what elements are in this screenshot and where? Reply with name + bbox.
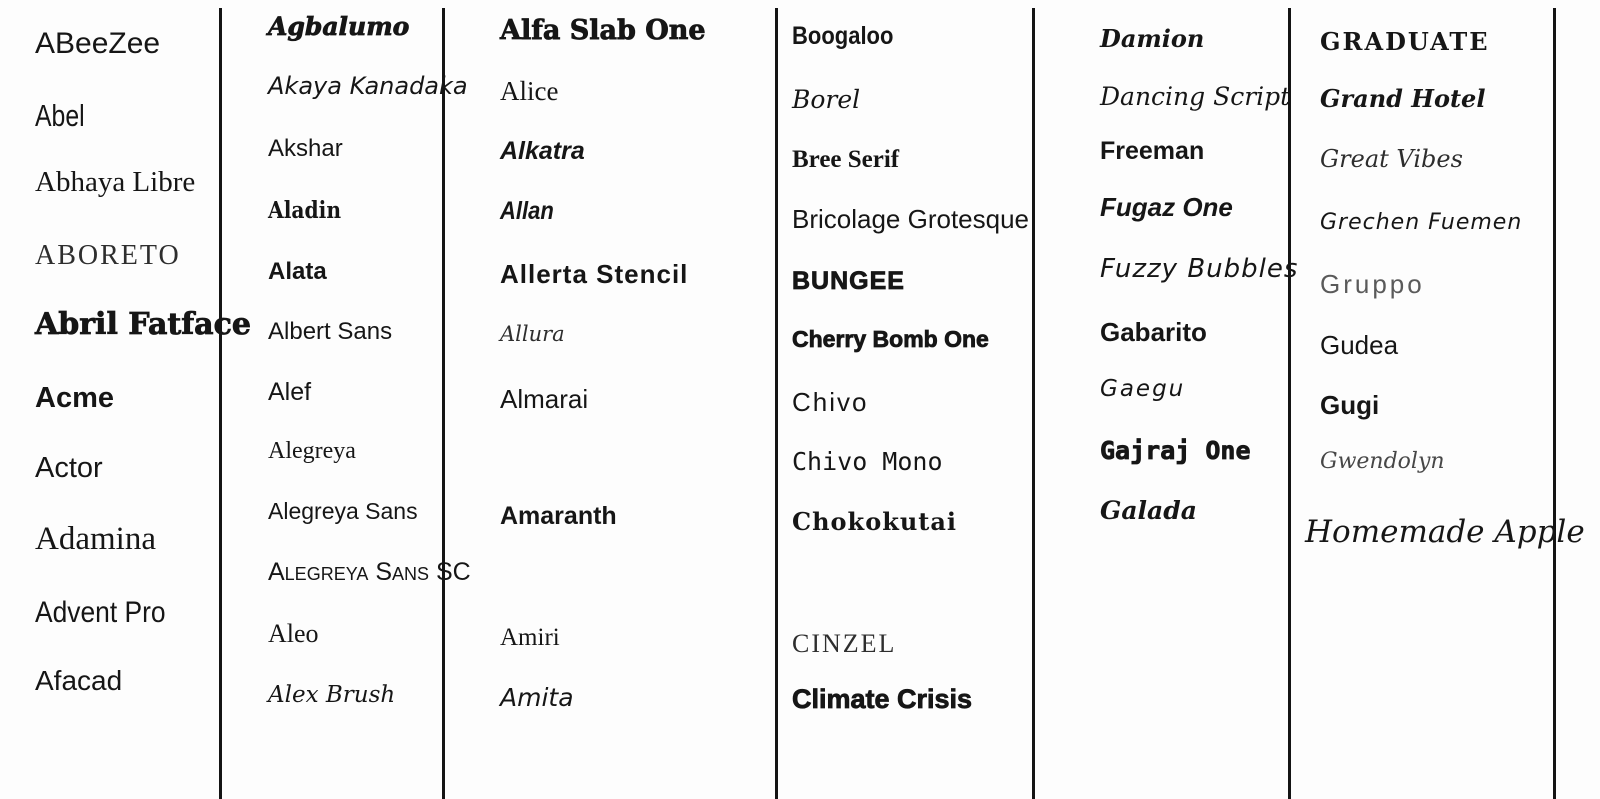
font-sample-alkatra: Alkatra (500, 137, 585, 165)
font-sample-amiri: Amiri (500, 624, 560, 651)
font-sample-fugaz-one: Fugaz One (1100, 192, 1233, 222)
font-sample-chokokutai: Chokokutai (792, 507, 958, 536)
font-sample-gajraj-one: Gajraj One (1100, 436, 1251, 465)
column-divider-2 (442, 8, 445, 799)
font-sample-graduate: GRADUATE (1320, 27, 1490, 56)
font-sample-gudea: Gudea (1320, 330, 1399, 360)
font-sample-gabarito: Gabarito (1100, 317, 1207, 347)
font-sample-aleo: Aleo (268, 619, 319, 648)
font-sample-bree-serif: Bree Serif (792, 146, 900, 173)
column-divider-1 (219, 8, 222, 799)
font-sample-alef: Alef (268, 378, 312, 406)
font-sample-aladin: Aladin (268, 197, 342, 224)
font-sample-alata: Alata (268, 258, 327, 285)
font-sample-albert-sans: Albert Sans (268, 318, 393, 345)
font-sample-alegreya-sans-sc: Alegreya Sans SC (268, 558, 471, 586)
font-sample-chivo: Chivo (792, 387, 869, 417)
font-sample-afacad: Afacad (35, 665, 123, 696)
font-sample-amita: Amita (500, 683, 574, 712)
font-sample-almarai: Almarai (500, 384, 589, 414)
font-sample-grand-hotel: Grand Hotel (1320, 84, 1486, 113)
font-sample-alex-brush: Alex Brush (268, 682, 396, 708)
font-sample-gwendolyn: Gwendolyn (1320, 449, 1445, 474)
font-sample-homemade-apple: Homemade Apple (1305, 514, 1585, 550)
font-sample-agbalumo: Agbalumo (268, 12, 410, 41)
font-sample-gugi: Gugi (1320, 390, 1380, 420)
font-sample-actor: Actor (35, 452, 103, 484)
font-sample-damion: Damion (1100, 24, 1205, 53)
font-sample-grechen-fuemen: Grechen Fuemen (1320, 210, 1523, 235)
font-sample-advent-pro: Advent Pro (35, 596, 166, 629)
font-sample-chivo-mono: Chivo Mono (792, 447, 943, 476)
font-sample-allura: Allura (500, 322, 565, 346)
font-sample-dancing-script: Dancing Script (1100, 82, 1291, 111)
font-sample-boogaloo: Boogaloo (792, 22, 894, 50)
font-sample-abeezee: ABeeZee (35, 27, 161, 60)
font-sample-akshar: Akshar (268, 135, 343, 162)
font-sample-borel: Borel (792, 85, 861, 114)
font-sample-gruppo: Gruppo (1320, 269, 1425, 299)
column-divider-5 (1288, 8, 1291, 799)
font-sample-alice: Alice (500, 76, 559, 106)
column-divider-3 (775, 8, 778, 799)
font-sample-acme: Acme (35, 382, 114, 414)
font-sample-allerta-stencil: Allerta Stencil (500, 259, 689, 289)
font-sample-abril-fatface: Abril Fatface (35, 307, 252, 342)
column-divider-4 (1032, 8, 1035, 799)
font-sample-fuzzy-bubbles: Fuzzy Bubbles (1100, 254, 1299, 284)
font-sample-alfa-slab-one: Alfa Slab One (500, 15, 706, 46)
font-sample-amaranth: Amaranth (500, 502, 617, 530)
font-sample-great-vibes: Great Vibes (1320, 145, 1463, 173)
font-sample-abhaya-libre: Abhaya Libre (35, 166, 196, 198)
font-sample-cherry-bomb-one: Cherry Bomb One (792, 326, 990, 352)
font-sample-alegreya-sans: Alegreya Sans (268, 498, 418, 524)
column-divider-6 (1553, 8, 1556, 799)
font-sample-aboreto: ABORETO (35, 240, 181, 271)
font-sample-cinzel: CINZEL (792, 629, 897, 658)
font-sample-bungee: BUNGEE (792, 267, 905, 295)
font-sample-abel: Abel (35, 98, 85, 133)
font-sample-galada: Galada (1100, 496, 1197, 525)
font-sample-akaya-kanadaka: Akaya Kanadaka (268, 72, 468, 100)
font-sample-climate-crisis: Climate Crisis (792, 684, 973, 714)
font-sample-alegreya: Alegreya (268, 438, 356, 464)
font-sample-freeman: Freeman (1100, 137, 1205, 165)
font-sample-adamina: Adamina (35, 521, 156, 557)
font-sample-allan: Allan (500, 197, 554, 225)
font-sample-bricolage-grotesque: Bricolage Grotesque (792, 204, 1030, 234)
font-sample-gaegu: Gaegu (1100, 376, 1186, 402)
